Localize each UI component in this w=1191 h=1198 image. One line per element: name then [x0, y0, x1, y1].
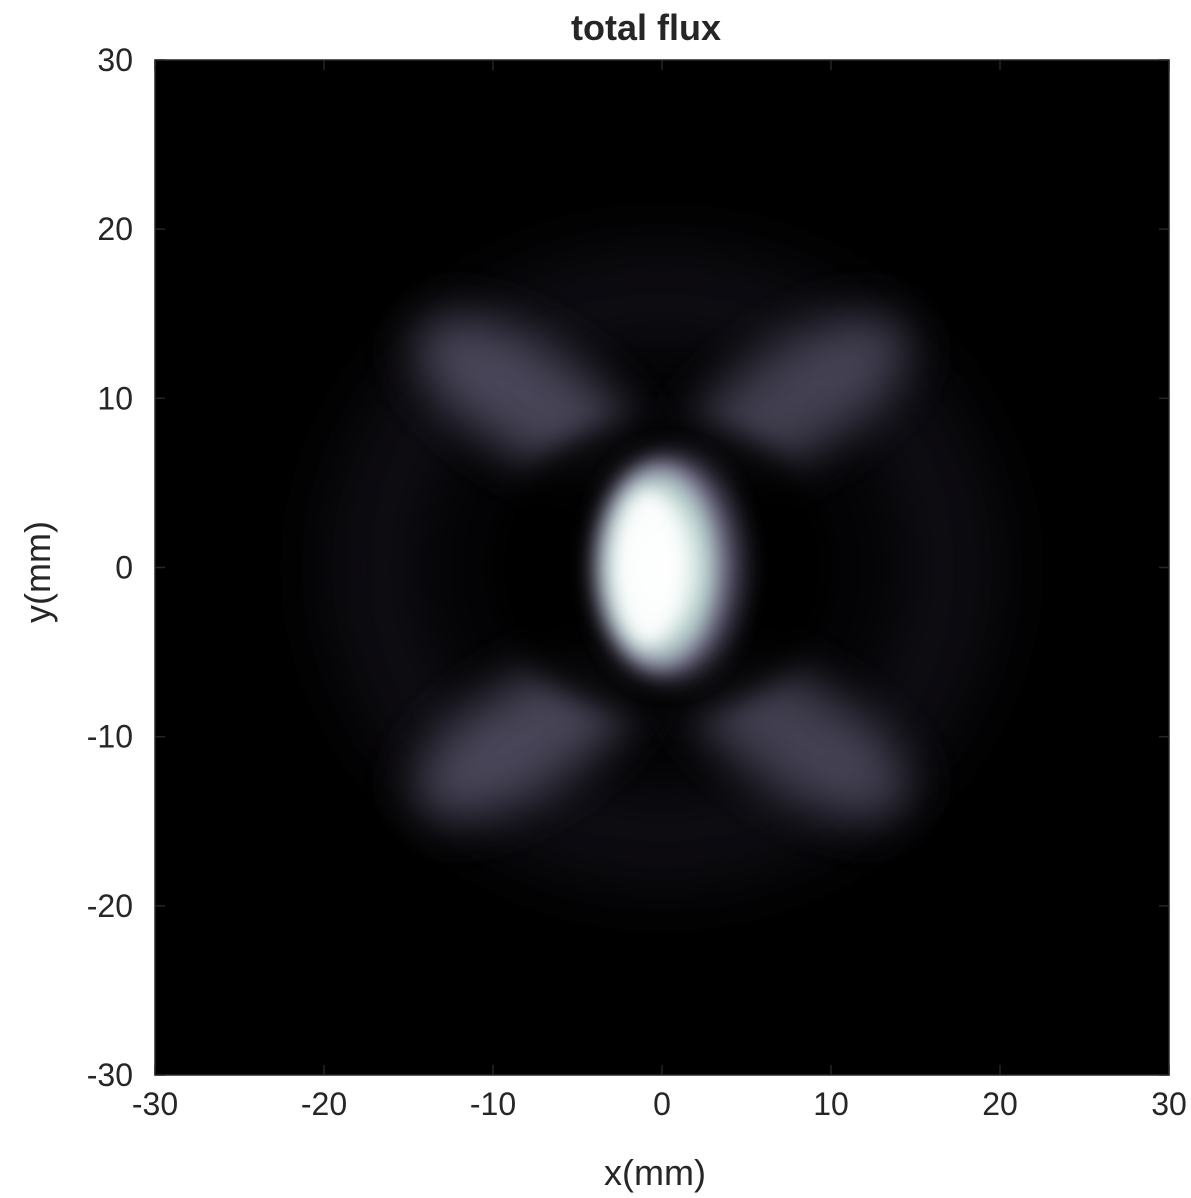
y-tick-label: 30 — [97, 42, 133, 78]
x-tick-label: 10 — [813, 1086, 849, 1122]
y-tick-label: -30 — [87, 1057, 133, 1093]
y-axis-label: y(mm) — [17, 521, 58, 623]
x-tick-label: -10 — [470, 1086, 516, 1122]
y-tick-label: 10 — [97, 380, 133, 416]
y-tick-label: -10 — [87, 719, 133, 755]
heatmap-image — [324, 246, 1000, 889]
x-tick-label: 0 — [653, 1086, 671, 1122]
chart-title: total flux — [571, 7, 721, 48]
y-tick-label: 20 — [97, 211, 133, 247]
x-tick-label: 20 — [982, 1086, 1018, 1122]
x-tick-label: 30 — [1151, 1086, 1187, 1122]
y-tick-label: -20 — [87, 888, 133, 924]
x-tick-label: -20 — [301, 1086, 347, 1122]
central-peak-highlight — [614, 489, 683, 646]
ticks: -30 -20 -10 0 10 20 30 -30 -20 -10 0 10 20 30 — [87, 42, 1187, 1122]
x-tick-label: -30 — [132, 1086, 178, 1122]
x-axis-label: x(mm) — [604, 1152, 706, 1193]
plot-area — [154, 59, 1170, 1076]
y-tick-label: 0 — [115, 550, 133, 586]
